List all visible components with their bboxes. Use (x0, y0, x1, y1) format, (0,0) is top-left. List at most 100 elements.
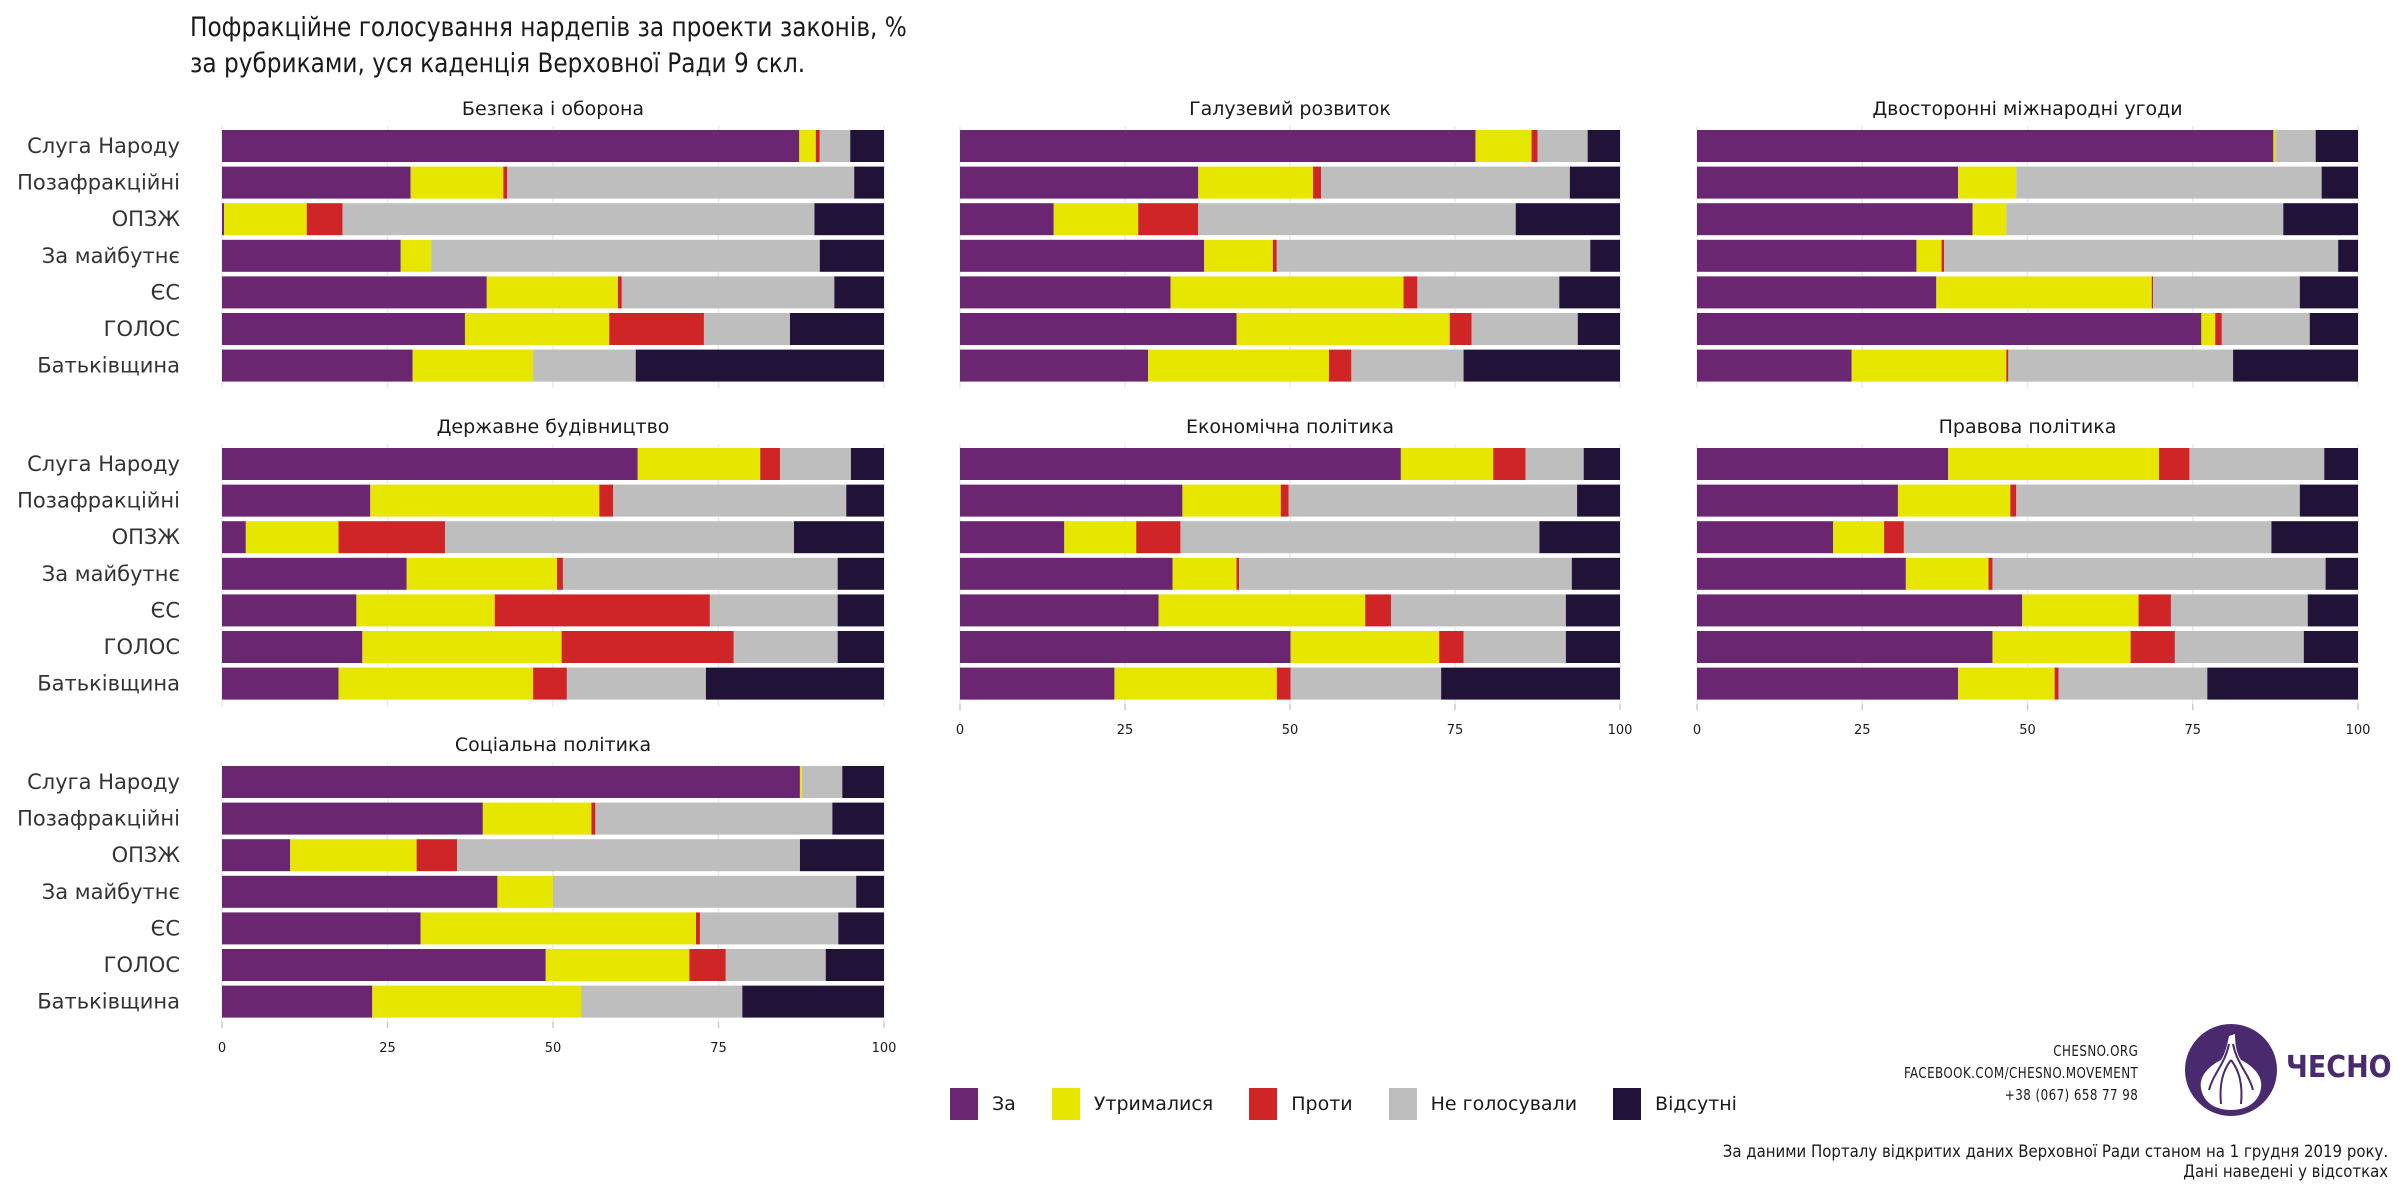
bar-segment-abstained (1172, 557, 1237, 590)
bar-segment-absent (799, 839, 884, 872)
y-axis-label: ЄС (151, 280, 180, 304)
bar-segment-abstained (410, 166, 504, 199)
bar-segment-for (222, 484, 371, 517)
bar-segment-for (1697, 239, 1917, 272)
bar-segment-against (815, 130, 820, 162)
y-axis-label: ГОЛОС (104, 953, 180, 977)
x-tick-label: 75 (1447, 723, 1464, 738)
bar-segment-against (1531, 130, 1538, 162)
panel-title: Галузевий розвиток (1189, 98, 1391, 120)
bar-segment-not-voted (1471, 313, 1578, 345)
bar-segment-for (960, 203, 1054, 236)
bar-segment-absent (705, 667, 884, 700)
y-axis-label: Батьківщина (37, 354, 180, 378)
bar-segment-against (556, 557, 563, 590)
bar-segment-abstained (290, 839, 417, 872)
bar-segment-not-voted (1525, 448, 1584, 480)
bar-segment-for (1697, 594, 2023, 627)
bar-segment-absent (742, 985, 884, 1018)
bar-segment-abstained (1290, 631, 1440, 663)
bar-segment-not-voted (1944, 239, 2339, 272)
bar-segment-not-voted (1390, 594, 1566, 627)
bar-segment-absent (1515, 203, 1620, 236)
bar-segment-for (222, 557, 407, 590)
y-axis-label: ГОЛОС (104, 317, 180, 341)
chart-title-line-2: за рубриками, уся каденція Верховної Рад… (190, 48, 806, 79)
bar-segment-not-voted (595, 802, 833, 835)
bar-segment-abstained (1064, 521, 1137, 554)
bar-segment-against (416, 839, 458, 872)
panel-1: Безпека і оборона Слуга Народу Позафракцій… (17, 98, 885, 389)
legend-item-not-voted: Не голосували (1388, 1088, 1578, 1120)
bar-segment-for (222, 203, 224, 236)
bar-segment-not-voted (431, 239, 820, 272)
bar-segment-for (1697, 203, 1973, 236)
bar-segment-against (1313, 166, 1322, 199)
bar-segment-abstained (482, 802, 592, 835)
bar-segment-not-voted (2008, 349, 2234, 382)
chart-title: Пофракційне голосування нардепів за прое… (190, 10, 907, 82)
panel-title: Державне будівництво (437, 416, 670, 438)
source-line-1: За даними Порталу відкритих даних Верхов… (1722, 1142, 2388, 1162)
bar-segment-absent (854, 166, 884, 199)
legend-label-against: Проти (1291, 1093, 1353, 1115)
y-axis-label: Слуга Народу (27, 134, 180, 158)
bar-segment-abstained (1148, 349, 1329, 382)
bar-segment-against (1236, 557, 1240, 590)
bar-segment-absent (834, 276, 884, 309)
panel-title: Двосторонні міжнародні угоди (1872, 98, 2182, 120)
bar-segment-for (222, 766, 800, 798)
bar-segment-for (960, 313, 1237, 345)
bar-segment-absent (1539, 521, 1620, 554)
source-line-2: Дані наведені у відсотках (2183, 1162, 2388, 1182)
panel-5: Економічна політика 0 25 50 75 100 (956, 416, 1633, 738)
x-tick-label: 100 (2346, 723, 2371, 738)
bar-segment-not-voted (1276, 239, 1591, 272)
bar-segment-abstained (420, 912, 696, 945)
bar-segment-not-voted (2275, 130, 2316, 162)
bar-segment-absent (2283, 203, 2358, 236)
bar-segment-abstained (2201, 313, 2216, 345)
bar-segment-against (2138, 594, 2171, 627)
bar-segment-not-voted (2016, 484, 2300, 517)
bar-segment-absent (1559, 276, 1620, 309)
bar-segment-absent (2307, 594, 2358, 627)
bar-segment-for (222, 349, 413, 382)
bar-segment-against (599, 484, 614, 517)
bar-segment-abstained (1204, 239, 1273, 272)
legend-label-absent: Відсутні (1655, 1093, 1737, 1115)
bar-segment-for (222, 802, 483, 835)
bar-segment-against (306, 203, 343, 236)
bar-segment-absent (635, 349, 884, 382)
bar-segment-against (1449, 313, 1472, 345)
bar-segment-absent (2338, 239, 2358, 272)
bar-segment-not-voted (709, 594, 838, 627)
bar-segment-for (222, 239, 401, 272)
bar-segment-absent (1565, 631, 1620, 663)
x-tick-label: 75 (2184, 723, 2201, 738)
y-axis-label: Батьківщина (37, 990, 180, 1014)
facebook-link[interactable]: FACEBOOK.COM/CHESNO.MOVEMENT (1903, 1064, 2138, 1082)
x-tick-label: 75 (710, 1041, 727, 1056)
bar-segment-not-voted (457, 839, 800, 872)
bar-segment-for (1697, 448, 1949, 480)
bar-segment-absent (837, 631, 884, 663)
bar-segment-abstained (545, 949, 690, 981)
bar-segment-abstained (1905, 557, 1989, 590)
bar-segment-not-voted (613, 484, 847, 517)
y-axis-label: Позафракційні (17, 489, 180, 513)
site-link[interactable]: CHESNO.ORG (2053, 1042, 2138, 1060)
bar-segment-against (1403, 276, 1418, 309)
bar-segment-absent (825, 949, 884, 981)
bar-segment-absent (1441, 667, 1620, 700)
legend-item-abstained: Утрималися (1051, 1088, 1213, 1120)
y-axis-label: ЄС (151, 916, 180, 940)
bar-segment-not-voted (1198, 203, 1516, 236)
x-tick-label: 100 (872, 1041, 897, 1056)
bar-segment-against (1941, 239, 1945, 272)
bar-segment-abstained (1158, 594, 1366, 627)
bar-segment-absent (2271, 521, 2358, 554)
bar-segment-absent (1571, 557, 1620, 590)
legend-label-not-voted: Не голосували (1430, 1093, 1578, 1115)
bar-segment-against (1439, 631, 1464, 663)
